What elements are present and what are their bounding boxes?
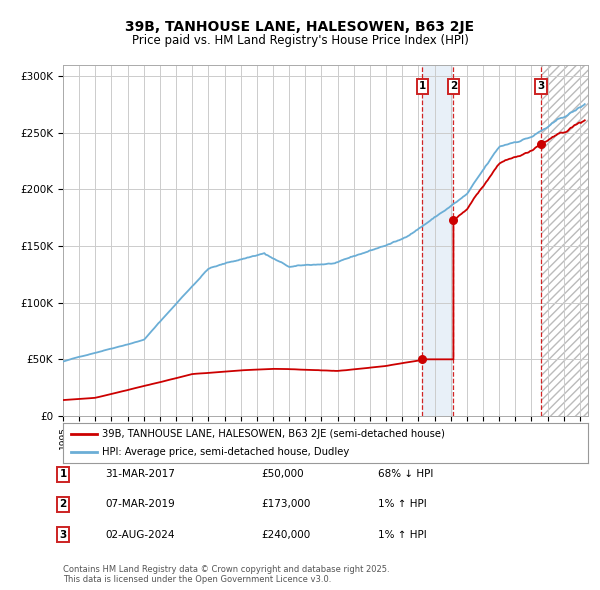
Text: 1% ↑ HPI: 1% ↑ HPI [378, 500, 427, 509]
Text: 3: 3 [537, 81, 544, 91]
Text: Price paid vs. HM Land Registry's House Price Index (HPI): Price paid vs. HM Land Registry's House … [131, 34, 469, 47]
Text: 02-AUG-2024: 02-AUG-2024 [105, 530, 175, 539]
Text: 2: 2 [59, 500, 67, 509]
Bar [422, 65, 454, 416]
Point [418, 355, 427, 364]
Text: 07-MAR-2019: 07-MAR-2019 [105, 500, 175, 509]
Text: 3: 3 [59, 530, 67, 539]
Text: £240,000: £240,000 [261, 530, 310, 539]
Text: HPI: Average price, semi-detached house, Dudley: HPI: Average price, semi-detached house,… [103, 447, 350, 457]
Text: 1% ↑ HPI: 1% ↑ HPI [378, 530, 427, 539]
Text: 39B, TANHOUSE LANE, HALESOWEN, B63 2JE: 39B, TANHOUSE LANE, HALESOWEN, B63 2JE [125, 19, 475, 34]
Text: 1: 1 [59, 470, 67, 479]
Text: 1: 1 [419, 81, 426, 91]
Bar [541, 65, 588, 416]
Point [449, 215, 458, 225]
Text: Contains HM Land Registry data © Crown copyright and database right 2025.
This d: Contains HM Land Registry data © Crown c… [63, 565, 389, 584]
Text: 2: 2 [450, 81, 457, 91]
Text: 31-MAR-2017: 31-MAR-2017 [105, 470, 175, 479]
Text: 39B, TANHOUSE LANE, HALESOWEN, B63 2JE (semi-detached house): 39B, TANHOUSE LANE, HALESOWEN, B63 2JE (… [103, 429, 445, 439]
Text: £173,000: £173,000 [261, 500, 310, 509]
Point [536, 139, 545, 149]
Text: 68% ↓ HPI: 68% ↓ HPI [378, 470, 433, 479]
Text: £50,000: £50,000 [261, 470, 304, 479]
